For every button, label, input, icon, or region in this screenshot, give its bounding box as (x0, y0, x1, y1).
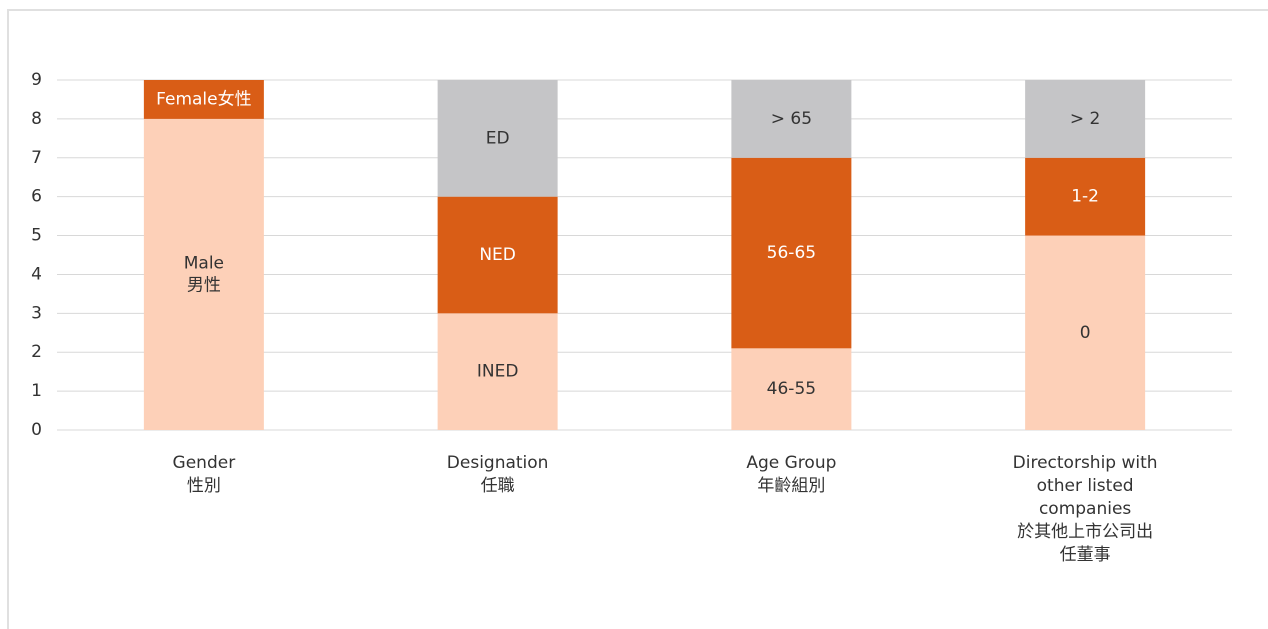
x-tick-label: companies (1039, 499, 1131, 519)
x-tick-label: 性別 (187, 476, 221, 496)
y-tick-label: 0 (31, 420, 42, 440)
bar-segment (143, 118, 264, 430)
y-tick-label: 3 (31, 303, 42, 323)
bar-segment (731, 348, 852, 430)
bar-segment (731, 157, 852, 349)
y-tick-label: 9 (31, 70, 42, 90)
bar-segment (437, 313, 558, 430)
x-tick-label: 年齡組別 (757, 476, 825, 496)
bar-segment (437, 196, 558, 314)
segment-label: 1-2 (1071, 187, 1099, 207)
x-tick-label: other listed (1037, 476, 1134, 496)
y-tick-label: 1 (31, 381, 42, 401)
bar-segment (1025, 80, 1146, 158)
x-tick-label: Age Group (746, 453, 836, 473)
segment-label: Male (184, 253, 224, 273)
segment-label: INED (477, 362, 519, 382)
x-tick-label: Designation (447, 453, 549, 473)
x-tick-label: 任董事 (1060, 545, 1111, 565)
bar-segment (1025, 235, 1146, 430)
segment-label: 56-65 (767, 243, 816, 263)
bar-segment (731, 80, 852, 158)
segment-label: NED (479, 245, 516, 265)
y-tick-label: 4 (31, 264, 42, 284)
segment-label: 男性 (187, 275, 221, 295)
y-tick-label: 6 (31, 187, 42, 207)
x-tick-label: 於其他上市公司出 (1017, 522, 1153, 542)
y-tick-label: 7 (31, 148, 42, 168)
y-tick-label: 5 (31, 226, 42, 246)
segment-label: > 65 (771, 109, 812, 129)
x-tick-label: 任職 (481, 476, 515, 496)
segment-label: > 2 (1070, 109, 1100, 129)
y-tick-label: 8 (31, 109, 42, 129)
x-tick-label: Gender (173, 453, 236, 473)
segment-label: 46-55 (767, 379, 816, 399)
card-border (7, 9, 1268, 629)
x-tick-label: Directorship with (1013, 453, 1158, 473)
bar-segment (143, 80, 264, 119)
bar-segment (437, 80, 558, 197)
bar-segment (1025, 157, 1146, 236)
segment-label: 0 (1080, 323, 1091, 343)
segment-label: ED (486, 128, 510, 148)
segment-label: Female女性 (156, 89, 251, 109)
y-tick-label: 2 (31, 342, 42, 362)
